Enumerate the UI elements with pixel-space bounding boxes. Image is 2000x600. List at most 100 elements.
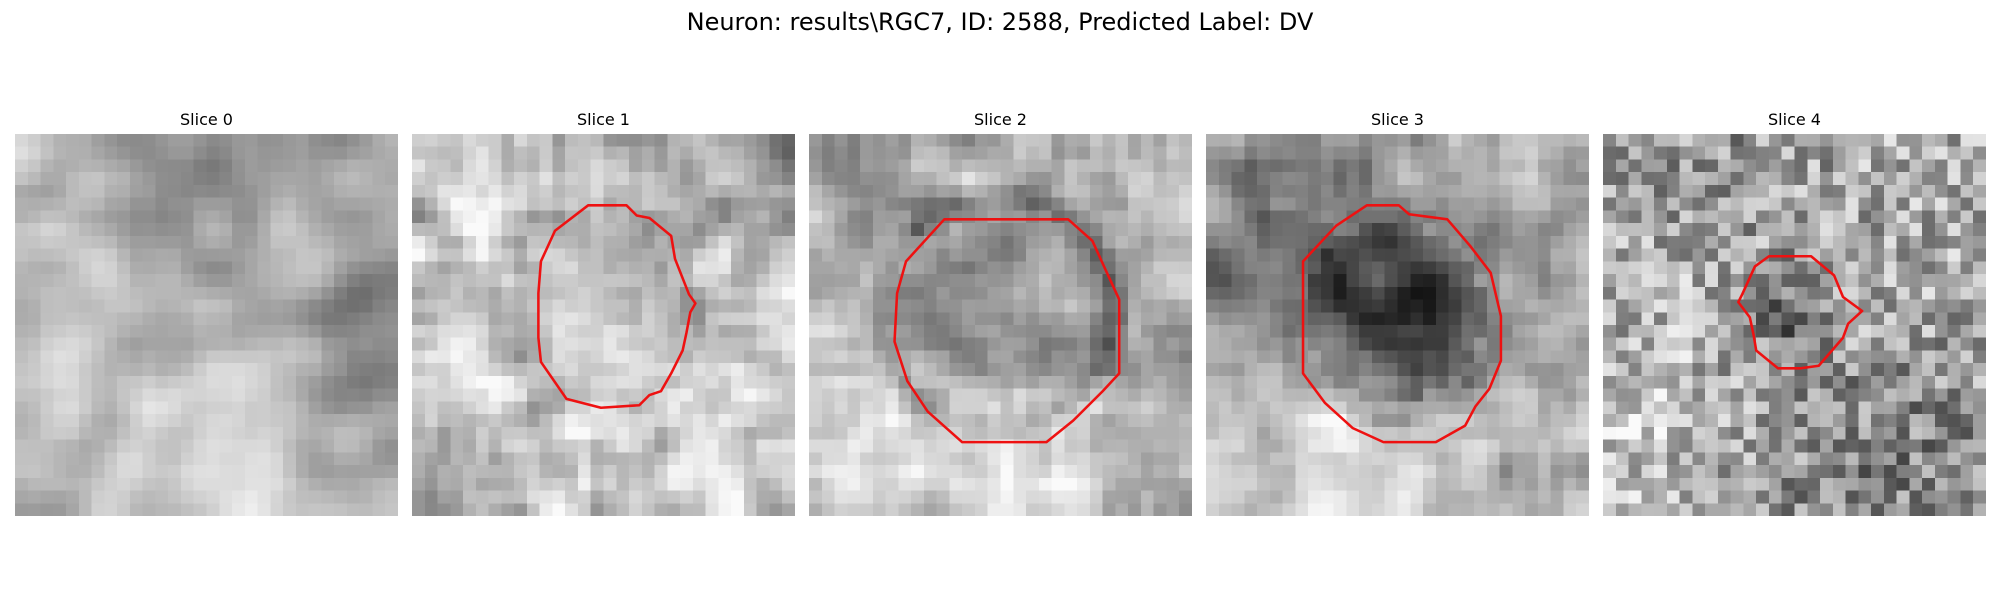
image-pixel	[27, 490, 41, 504]
image-pixel	[1038, 363, 1052, 377]
image-pixel	[142, 401, 156, 415]
image-pixel	[1512, 414, 1526, 428]
image-pixel	[1089, 235, 1103, 249]
image-pixel	[1909, 172, 1923, 186]
image-pixel	[1973, 375, 1986, 389]
image-pixel	[1666, 159, 1680, 173]
image-pixel	[193, 439, 207, 453]
image-pixel	[1550, 184, 1564, 198]
image-pixel	[168, 503, 182, 516]
image-pixel	[1628, 477, 1642, 491]
image-pixel	[40, 439, 54, 453]
image-pixel	[667, 184, 681, 198]
image-pixel	[1371, 299, 1385, 313]
image-pixel	[603, 146, 617, 160]
image-pixel	[501, 223, 515, 237]
image-pixel	[526, 465, 540, 479]
image-pixel	[1922, 401, 1936, 415]
image-pixel	[654, 490, 668, 504]
image-pixel	[1794, 299, 1808, 313]
image-pixel	[1038, 248, 1052, 262]
image-pixel	[1013, 223, 1027, 237]
image-pixel	[1206, 401, 1220, 415]
image-pixel	[1064, 363, 1078, 377]
image-pixel	[705, 312, 719, 326]
image-pixel	[1641, 490, 1655, 504]
image-pixel	[450, 439, 464, 453]
image-pixel	[1628, 490, 1642, 504]
image-pixel	[1717, 426, 1731, 440]
image-pixel	[1794, 223, 1808, 237]
image-pixel	[526, 235, 540, 249]
image-pixel	[91, 159, 105, 173]
image-pixel	[117, 388, 131, 402]
image-pixel	[552, 426, 566, 440]
image-pixel	[809, 197, 823, 211]
image-pixel	[1512, 439, 1526, 453]
image-pixel	[756, 388, 770, 402]
image-pixel	[1410, 286, 1424, 300]
image-pixel	[1115, 452, 1129, 466]
image-pixel	[142, 452, 156, 466]
image-pixel	[424, 426, 438, 440]
image-pixel	[1641, 235, 1655, 249]
image-pixel	[321, 426, 335, 440]
image-pixel	[1615, 210, 1629, 224]
image-pixel	[1435, 159, 1449, 173]
image-pixel	[860, 439, 874, 453]
image-pixel	[565, 274, 579, 288]
image-pixel	[155, 274, 169, 288]
image-pixel	[321, 134, 335, 147]
image-pixel	[1359, 401, 1373, 415]
image-pixel	[1499, 375, 1513, 389]
image-pixel	[437, 439, 451, 453]
image-pixel	[1666, 388, 1680, 402]
image-pixel	[1397, 375, 1411, 389]
image-pixel	[1820, 325, 1834, 338]
image-pixel	[219, 465, 233, 479]
image-pixel	[1064, 134, 1078, 147]
image-pixel	[911, 375, 925, 389]
image-pixel	[936, 401, 950, 415]
image-pixel	[1654, 414, 1668, 428]
image-pixel	[1333, 503, 1347, 516]
image-pixel	[1563, 401, 1577, 415]
image-pixel	[743, 414, 757, 428]
image-pixel	[782, 299, 795, 313]
image-pixel	[1883, 439, 1897, 453]
image-pixel	[270, 375, 284, 389]
image-pixel	[244, 414, 258, 428]
image-pixel	[872, 375, 886, 389]
image-pixel	[1947, 337, 1961, 351]
image-pixel	[488, 248, 502, 262]
image-pixel	[1871, 439, 1885, 453]
image-pixel	[514, 235, 528, 249]
image-pixel	[809, 426, 823, 440]
image-pixel	[244, 312, 258, 326]
image-pixel	[911, 197, 925, 211]
image-pixel	[1026, 414, 1040, 428]
image-pixel	[1486, 210, 1500, 224]
image-pixel	[206, 286, 220, 300]
image-pixel	[1603, 439, 1617, 453]
image-pixel	[1038, 388, 1052, 402]
image-pixel	[1743, 388, 1757, 402]
slice-panel-2: Slice 2	[809, 0, 1192, 600]
image-pixel	[1960, 261, 1974, 275]
image-pixel	[1128, 248, 1142, 262]
image-pixel	[1832, 490, 1846, 504]
image-pixel	[1320, 261, 1334, 275]
image-pixel	[15, 375, 29, 389]
image-pixel	[692, 172, 706, 186]
image-pixel	[424, 146, 438, 160]
image-pixel	[552, 184, 566, 198]
image-pixel	[1628, 184, 1642, 198]
image-pixel	[552, 350, 566, 364]
image-pixel	[27, 465, 41, 479]
image-pixel	[244, 490, 258, 504]
image-pixel	[412, 465, 426, 479]
image-pixel	[743, 401, 757, 415]
image-pixel	[731, 210, 745, 224]
image-pixel	[117, 299, 131, 313]
image-pixel	[1525, 210, 1539, 224]
